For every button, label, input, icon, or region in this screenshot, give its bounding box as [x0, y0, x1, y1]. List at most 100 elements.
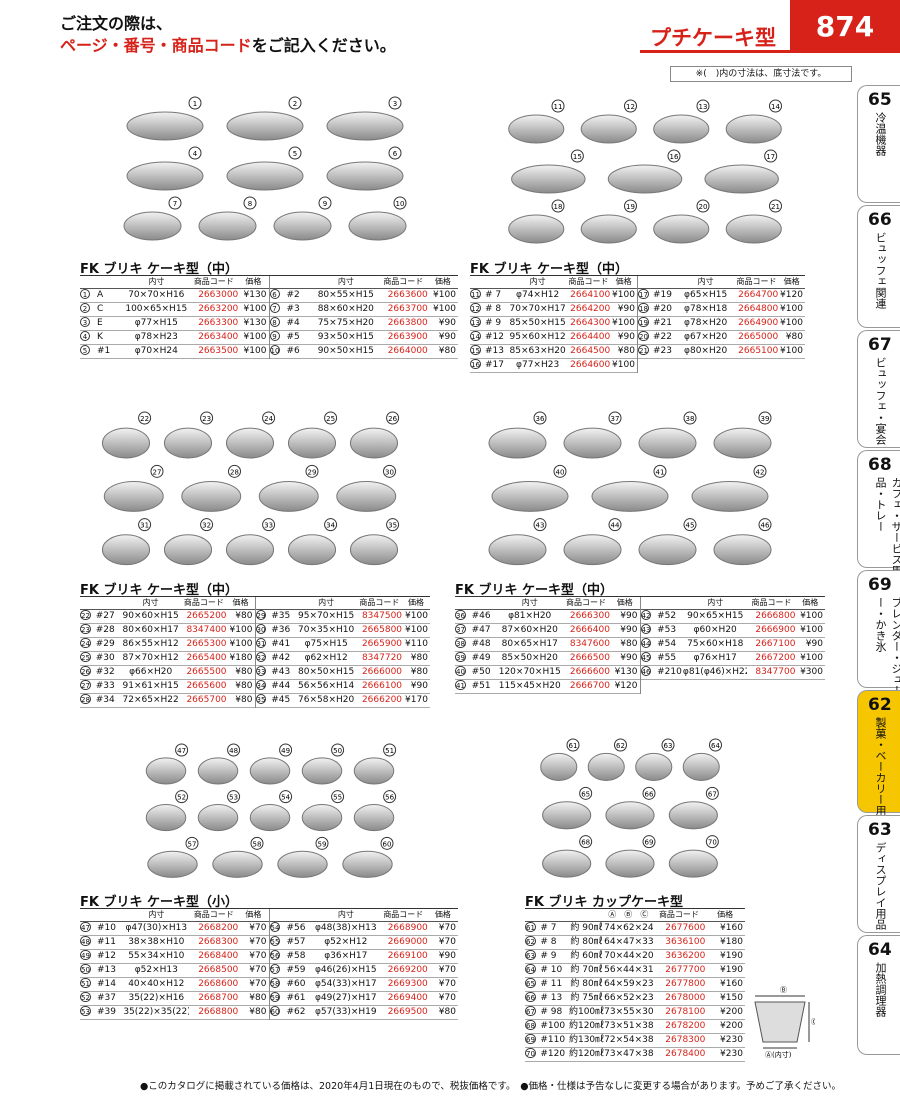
item-number: 63 — [525, 950, 540, 963]
photo-number: 53 — [229, 794, 238, 802]
photo-number: 26 — [388, 415, 397, 423]
item-number-badge: 19 — [638, 317, 649, 327]
price: ¥70 — [249, 937, 267, 947]
photo-number-ring — [243, 196, 257, 210]
spec: 85×63×H20 — [509, 346, 566, 356]
product-photo — [226, 161, 304, 191]
product-code: 2663700 — [387, 304, 428, 314]
header-blank — [638, 276, 676, 288]
spec-table: 内寸 商品コード 価格 22 #27 90×60×H15 2665200 ¥80 23 #28 80… — [80, 596, 430, 708]
photo-number-ring — [227, 743, 241, 757]
header-cell: 商品コード — [183, 598, 224, 607]
photo-number: 56 — [385, 794, 394, 802]
product-photo — [725, 114, 782, 144]
product-photo — [605, 849, 655, 878]
item-number-badge: 16 — [470, 359, 481, 369]
photo-number-ring — [150, 464, 164, 478]
header-cell: 価格 — [232, 598, 249, 607]
photo-number-ring — [642, 835, 656, 849]
price: ¥100 — [800, 625, 823, 635]
item-number: 58 — [269, 978, 287, 991]
product-code: 2666800 — [755, 611, 796, 621]
product-code: 8347400 — [186, 625, 227, 635]
product-photo — [635, 752, 673, 781]
product-photo — [249, 757, 291, 785]
table-row: 35 #45 76×58×H20 2666200 ¥170 — [255, 694, 430, 708]
item-number-badge: 69 — [525, 1034, 536, 1044]
spec: φ48(38)×H13 — [315, 923, 377, 933]
item-number: 21 — [638, 345, 653, 358]
spec: #53 — [657, 625, 677, 635]
size-note: ※( )内の寸法は、底寸法です。 — [670, 66, 852, 82]
photo-number-ring — [683, 518, 697, 532]
spec: # 7 — [540, 923, 557, 933]
product-code: 2665300 — [186, 639, 227, 649]
spec: φ36×H17 — [324, 951, 368, 961]
spec: #35 — [271, 611, 291, 621]
spec: A — [96, 290, 104, 300]
product-photo — [145, 804, 187, 832]
product-photo — [580, 214, 637, 244]
spec: 72×65×H22 — [122, 695, 179, 705]
dimension-label: Ⓐ(内寸) — [765, 1050, 792, 1059]
item-number-badge: 60 — [269, 1006, 281, 1016]
item-number: 62 — [525, 936, 540, 949]
side-tab: 65 冷温機器 — [857, 85, 900, 203]
photo-number: 30 — [385, 468, 394, 476]
photo-number: 23 — [202, 415, 211, 423]
photo-number: 62 — [616, 742, 625, 750]
photo-number: 65 — [581, 790, 590, 798]
price: ¥90 — [438, 951, 456, 961]
photo-number: 66 — [645, 790, 654, 798]
photo-number: 38 — [686, 415, 695, 423]
item-number-badge: 9 — [269, 331, 280, 341]
item-number: 70 — [525, 1048, 540, 1061]
table-row: 12 # 8 70×70×H17 2664200 ¥90 — [470, 303, 637, 317]
table-row: 31 #41 φ75×H15 2665900 ¥110 — [255, 638, 430, 652]
item-number: 35 — [255, 694, 272, 707]
product-code: 2668700 — [198, 993, 239, 1003]
spec: #210 — [657, 667, 682, 677]
product-photo — [488, 427, 547, 459]
item-number: 8 — [269, 317, 287, 330]
spec: 75×60×H18 — [687, 639, 744, 649]
spec: #56 — [286, 923, 306, 933]
spec: # 10 — [540, 965, 563, 975]
product-photo — [249, 804, 291, 832]
product-photo — [226, 111, 304, 141]
table-row: 40 #50 120×70×H15 2666600 ¥130 — [455, 666, 640, 680]
header-cell: 内寸 — [148, 277, 165, 286]
item-number-badge: 53 — [80, 1006, 91, 1016]
header-blank — [455, 597, 497, 609]
price: ¥300 — [800, 667, 823, 677]
product-code: 2664800 — [738, 304, 779, 314]
spec: K — [96, 332, 103, 342]
photo-number: 21 — [771, 203, 780, 211]
spec: 95×60×H12 — [509, 332, 566, 342]
spec: 38×38×H10 — [128, 937, 185, 947]
photo-number: 9 — [323, 200, 327, 208]
price: ¥80 — [438, 1007, 456, 1017]
product-code: 2663600 — [387, 290, 428, 300]
photo-number-ring — [758, 518, 772, 532]
product-code: 8347700 — [755, 667, 796, 677]
header-cell: Ⓒ — [640, 910, 649, 919]
section-title: FK ブリキ ケーキ型（中） — [455, 583, 614, 598]
price: ¥180 — [229, 653, 253, 663]
product-code: 2678200 — [665, 1021, 706, 1031]
photo-number: 6 — [393, 150, 398, 158]
spec: #33 — [95, 681, 115, 691]
spec: 85×50×H20 — [501, 653, 558, 663]
spec: φ49(27)×H17 — [315, 993, 377, 1003]
dimension-diagram: Ⓑ Ⓒ Ⓐ(内寸) — [754, 986, 815, 1059]
spec: φ62×H12 — [304, 653, 348, 663]
product-photo — [704, 164, 779, 194]
price: ¥90 — [620, 653, 638, 663]
item-number-badge: 45 — [640, 652, 652, 662]
photo-number: 27 — [153, 468, 162, 476]
photo-number-ring — [262, 518, 276, 532]
product-photo — [301, 804, 343, 832]
product-photo — [587, 752, 625, 781]
product-code: 2668800 — [198, 1007, 239, 1017]
